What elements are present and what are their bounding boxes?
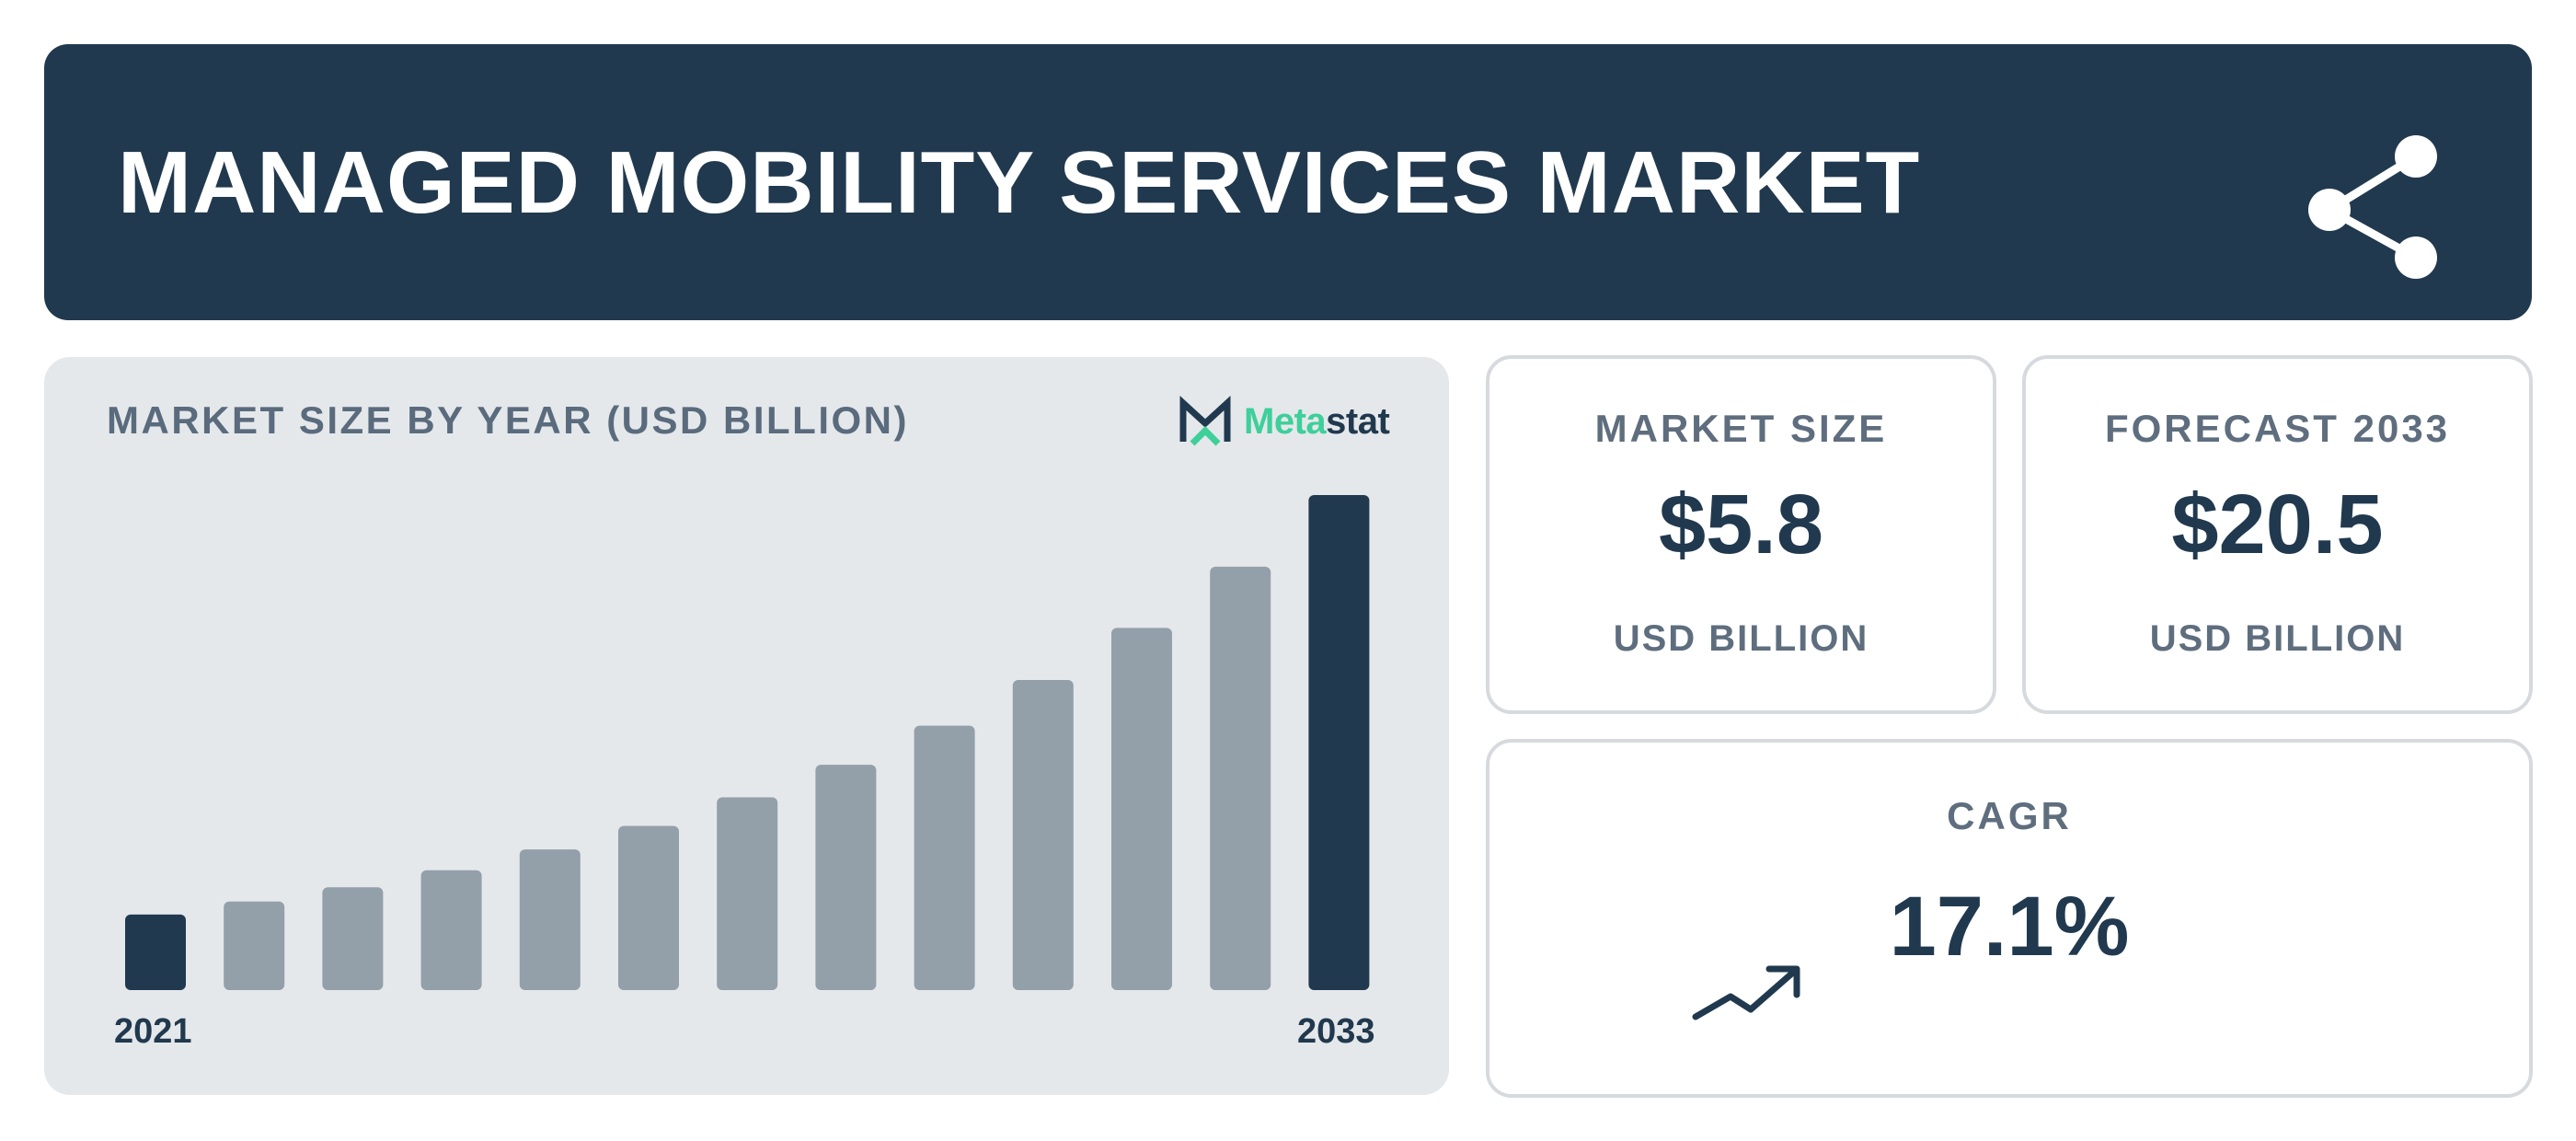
trend-up-icon [1692, 965, 1800, 1020]
header-banner: MANAGED MOBILITY SERVICES MARKET [44, 44, 2532, 320]
logo-text-meta: Meta [1244, 401, 1327, 442]
bar-2022 [224, 901, 285, 990]
logo-text-stat: stat [1326, 401, 1390, 442]
metastat-logo-icon [1179, 396, 1231, 446]
bar-2028 [815, 765, 877, 990]
x-tick-label-last: 2033 [1297, 1012, 1375, 1051]
bar-2021 [125, 914, 186, 990]
forecast-unit: USD BILLION [2149, 618, 2406, 659]
forecast-value: $20.5 [2171, 478, 2384, 571]
page-title: MANAGED MOBILITY SERVICES MARKET [118, 133, 1921, 232]
logo-text: Metastat [1244, 398, 1390, 445]
bar-2024 [420, 870, 482, 990]
share-icon[interactable] [2271, 120, 2455, 285]
bar-2025 [519, 849, 581, 990]
bar-2023 [322, 887, 384, 990]
cagr-value: 17.1% [1889, 880, 2130, 974]
bar-2031 [1111, 628, 1172, 990]
market-size-card: MARKET SIZE $5.8 USD BILLION [1486, 355, 1996, 714]
bar-2032 [1210, 566, 1271, 990]
bar-2030 [1012, 680, 1074, 990]
bar-2029 [914, 725, 975, 990]
chart-title: MARKET SIZE BY YEAR (USD BILLION) [107, 398, 909, 442]
cagr-card: CAGR 17.1% [1486, 739, 2533, 1098]
metastat-logo: Metastat [1178, 394, 1444, 449]
x-tick-label-first: 2021 [114, 1012, 192, 1051]
market-size-label: MARKET SIZE [1594, 407, 1888, 450]
bar-2027 [717, 797, 778, 990]
forecast-card: FORECAST 2033 $20.5 USD BILLION [2022, 355, 2533, 714]
bar-chart [125, 495, 1370, 990]
bar-2026 [618, 825, 679, 990]
market-size-chart-card: MARKET SIZE BY YEAR (USD BILLION) Metast… [44, 357, 1449, 1095]
market-size-value: $5.8 [1658, 478, 1824, 571]
bar-2033 [1308, 495, 1370, 990]
cagr-label: CAGR [1947, 794, 2072, 837]
market-size-unit: USD BILLION [1613, 618, 1869, 659]
forecast-label: FORECAST 2033 [2104, 407, 2451, 450]
